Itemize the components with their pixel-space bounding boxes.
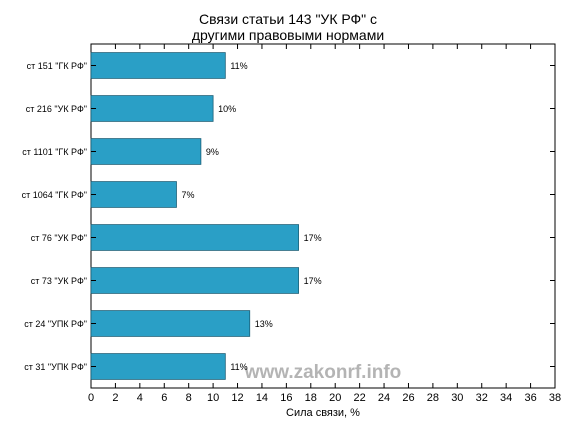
x-tick-label: 16 xyxy=(280,392,292,404)
x-tick-label: 14 xyxy=(256,392,268,404)
category-label: ст 216 "УК РФ" xyxy=(26,104,87,114)
watermark-text: www.zakonrf.info xyxy=(244,362,402,383)
data-label: 11% xyxy=(230,61,247,71)
x-tick-label: 20 xyxy=(329,392,341,404)
x-tick-label: 12 xyxy=(231,392,243,404)
x-tick-label: 0 xyxy=(88,392,94,404)
x-tick-label: 30 xyxy=(451,392,463,404)
x-tick-label: 8 xyxy=(186,392,192,404)
x-tick-label: 32 xyxy=(476,392,488,404)
data-label: 17% xyxy=(304,233,322,243)
data-label: 9% xyxy=(206,147,219,157)
x-tick-label: 10 xyxy=(207,392,219,404)
category-label: ст 76 "УК РФ" xyxy=(31,233,87,243)
data-label: 7% xyxy=(181,190,194,200)
category-label: ст 1064 "ГК РФ" xyxy=(22,190,87,200)
bar xyxy=(90,181,177,208)
data-label: 17% xyxy=(304,276,322,286)
chart-title-line-2: другими правовыми нормами xyxy=(191,27,385,43)
x-tick-label: 28 xyxy=(427,392,439,404)
x-tick-label: 26 xyxy=(402,392,414,404)
category-label: ст 1101 "ГК РФ" xyxy=(22,147,87,157)
bar xyxy=(90,267,299,294)
x-tick-label: 18 xyxy=(305,392,317,404)
bar xyxy=(90,224,299,251)
category-label: ст 73 "УК РФ" xyxy=(31,276,87,286)
category-label: ст 24 "УПК РФ" xyxy=(24,319,87,329)
x-tick-label: 2 xyxy=(112,392,118,404)
bar xyxy=(90,138,202,165)
x-tick-label: 36 xyxy=(524,392,536,404)
x-tick-label: 6 xyxy=(161,392,167,404)
chart-title-line-1: Связи статьи 143 "УК РФ" с xyxy=(198,11,378,27)
x-tick-label: 24 xyxy=(378,392,390,404)
data-label: 13% xyxy=(255,319,273,329)
category-label: ст 151 "ГК РФ" xyxy=(27,61,87,71)
bar xyxy=(90,52,226,79)
data-label: 11% xyxy=(230,362,247,372)
plot-frame xyxy=(90,43,556,389)
x-axis-label: Сила связи, % xyxy=(286,407,360,419)
x-tick-label: 22 xyxy=(354,392,366,404)
x-tick-label: 38 xyxy=(549,392,561,404)
x-tick-label: 34 xyxy=(500,392,512,404)
bar xyxy=(90,95,214,122)
x-tick-label: 4 xyxy=(137,392,143,404)
data-label: 10% xyxy=(218,104,236,114)
category-label: ст 31 "УПК РФ" xyxy=(24,362,87,372)
bar xyxy=(90,353,226,380)
bar xyxy=(90,310,251,337)
